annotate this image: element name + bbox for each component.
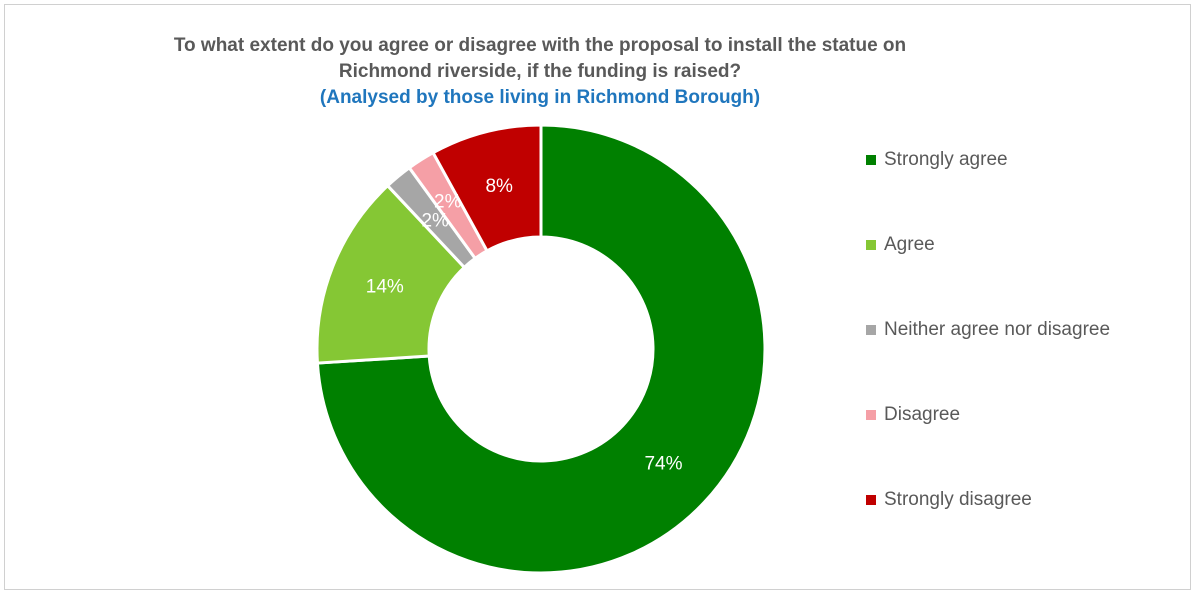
legend-swatch-strongly-disagree	[866, 495, 876, 505]
legend-item-neither: Neither agree nor disagree	[866, 316, 1110, 344]
data-label-neither: 2%	[421, 211, 449, 232]
legend-label-strongly-disagree: Strongly disagree	[884, 489, 1032, 510]
legend-label-neither: Neither agree nor disagree	[884, 319, 1111, 340]
legend-label-strongly-agree: Strongly agree	[884, 149, 1008, 170]
legend-item-disagree: Disagree	[866, 401, 960, 429]
legend-item-strongly-agree: Strongly agree	[866, 146, 1008, 174]
data-label-strongly-disagree: 8%	[485, 176, 513, 197]
legend-label-disagree: Disagree	[884, 404, 961, 425]
legend-item-agree: Agree	[866, 231, 935, 259]
chart-title-line1: To what extent do you agree or disagree …	[173, 35, 907, 56]
legend-swatch-neither	[866, 325, 876, 335]
legend-swatch-agree	[866, 240, 876, 250]
slice-strongly-agree	[315, 123, 767, 575]
data-label-strongly-agree: 74%	[644, 454, 682, 475]
data-label-agree: 14%	[366, 277, 404, 298]
slice-strongly-disagree	[431, 123, 543, 253]
legend-item-strongly-disagree: Strongly disagree	[866, 486, 1032, 514]
chart-subtitle: (Analysed by those living in Richmond Bo…	[319, 87, 761, 108]
legend-swatch-disagree	[866, 410, 876, 420]
data-label-disagree: 2%	[434, 192, 462, 213]
chart-title-line2: Richmond riverside, if the funding is ra…	[338, 61, 742, 82]
legend-swatch-strongly-agree	[866, 155, 876, 165]
legend-label-agree: Agree	[884, 234, 935, 255]
